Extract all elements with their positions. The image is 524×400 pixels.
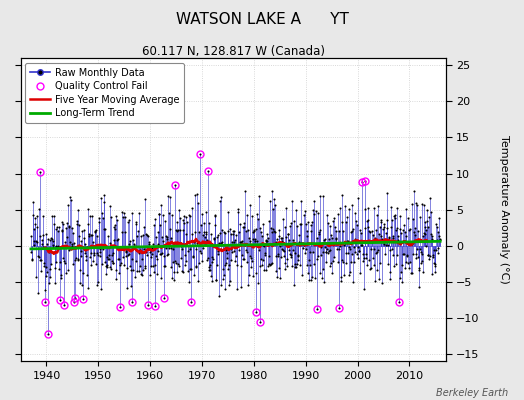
- Y-axis label: Temperature Anomaly (°C): Temperature Anomaly (°C): [499, 135, 509, 284]
- Text: Berkeley Earth: Berkeley Earth: [436, 388, 508, 398]
- Legend: Raw Monthly Data, Quality Control Fail, Five Year Moving Average, Long-Term Tren: Raw Monthly Data, Quality Control Fail, …: [26, 63, 184, 123]
- Text: WATSON LAKE A      YT: WATSON LAKE A YT: [176, 12, 348, 27]
- Title: 60.117 N, 128.817 W (Canada): 60.117 N, 128.817 W (Canada): [141, 45, 325, 58]
